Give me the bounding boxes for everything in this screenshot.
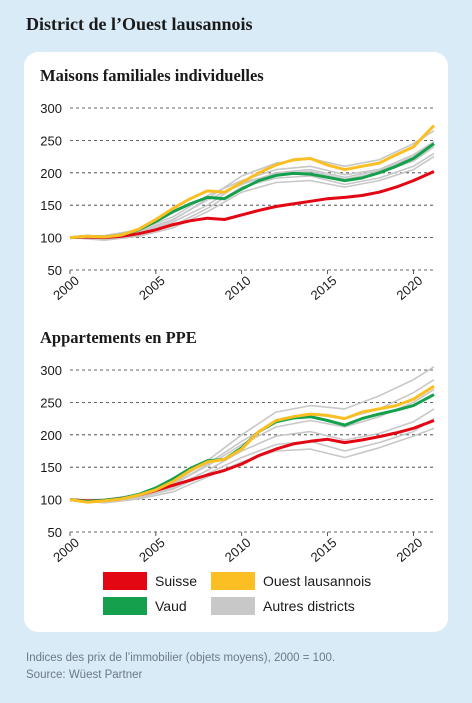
- series-line-autres-districts: [69, 417, 435, 503]
- series-line-suisse: [69, 170, 435, 240]
- index-note: Indices des prix de l’immobilier (objets…: [26, 652, 336, 664]
- footnotes: Indices des prix de l’immobilier (objets…: [26, 650, 335, 684]
- legend-label-ouest-lausannois: Ouest lausannois: [263, 573, 372, 589]
- legend-swatch-vaud: [103, 597, 147, 615]
- x-tick-label: 2015: [308, 535, 340, 565]
- x-tick-label: 2010: [222, 273, 254, 303]
- series-line-ouest-lausannois: [69, 124, 436, 240]
- legend-label-vaud: Vaud: [155, 598, 187, 614]
- y-tick-label: 50: [48, 263, 62, 278]
- y-tick-label: 50: [48, 525, 62, 540]
- x-tick-label: 2015: [308, 273, 340, 303]
- series-line-autres-districts: [69, 388, 435, 501]
- legend-label-suisse: Suisse: [155, 573, 198, 589]
- series-line-ouest-lausannois: [69, 384, 435, 504]
- page-title: District de l’Ouest lausannois: [26, 14, 253, 34]
- legend-swatch-ouest-lausannois: [211, 572, 255, 590]
- y-tick-label: 100: [40, 231, 62, 246]
- x-tick-label: 2010: [222, 535, 254, 565]
- legend-item-ouest-lausannois: Ouest lausannois: [211, 572, 371, 590]
- y-tick-label: 100: [40, 493, 62, 508]
- y-tick-label: 150: [40, 198, 62, 213]
- legend-label-autres-districts: Autres districts: [263, 598, 355, 614]
- legend-item-suisse: Suisse: [103, 572, 197, 590]
- series-line-autres-districts: [69, 155, 435, 241]
- x-tick-label: 2020: [394, 273, 426, 303]
- y-tick-label: 300: [40, 363, 62, 378]
- source-note: Source: Wüest Partner: [26, 669, 143, 681]
- legend-swatch-suisse: [103, 572, 147, 590]
- chart-title-apartments: Appartements en PPE: [40, 328, 197, 347]
- y-tick-label: 250: [40, 133, 62, 148]
- legend-swatch-autres-districts: [211, 597, 255, 615]
- series-line-autres-districts: [69, 408, 435, 503]
- chart-title-houses: Maisons familiales individuelles: [40, 66, 264, 85]
- legend-item-vaud: Vaud: [103, 597, 187, 615]
- y-tick-label: 250: [40, 395, 62, 410]
- legend-item-autres-districts: Autres districts: [211, 597, 355, 615]
- y-tick-label: 200: [40, 166, 62, 181]
- legend: Suisse Ouest lausannois Vaud Autres dist…: [103, 572, 403, 622]
- y-tick-label: 300: [40, 101, 62, 116]
- y-tick-label: 150: [40, 460, 62, 475]
- y-tick-label: 200: [40, 428, 62, 443]
- series-line-autres-districts: [69, 152, 435, 241]
- chart-card: [24, 52, 448, 632]
- x-tick-label: 2005: [136, 273, 168, 303]
- x-tick-label: 2005: [136, 535, 168, 565]
- x-tick-label: 2020: [394, 535, 426, 565]
